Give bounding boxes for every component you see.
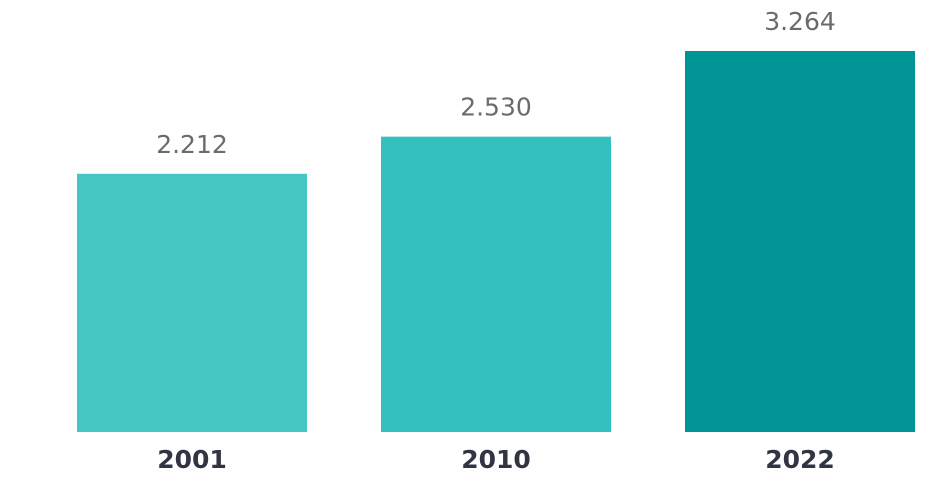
value-label: 3.264 [764, 7, 836, 36]
bar [381, 136, 611, 432]
category-label: 2010 [461, 445, 531, 474]
category-label: 2001 [157, 445, 227, 474]
bar [685, 51, 915, 432]
value-label: 2.530 [460, 93, 532, 122]
bar [77, 173, 307, 432]
value-label: 2.212 [156, 130, 228, 159]
category-label: 2022 [765, 445, 835, 474]
